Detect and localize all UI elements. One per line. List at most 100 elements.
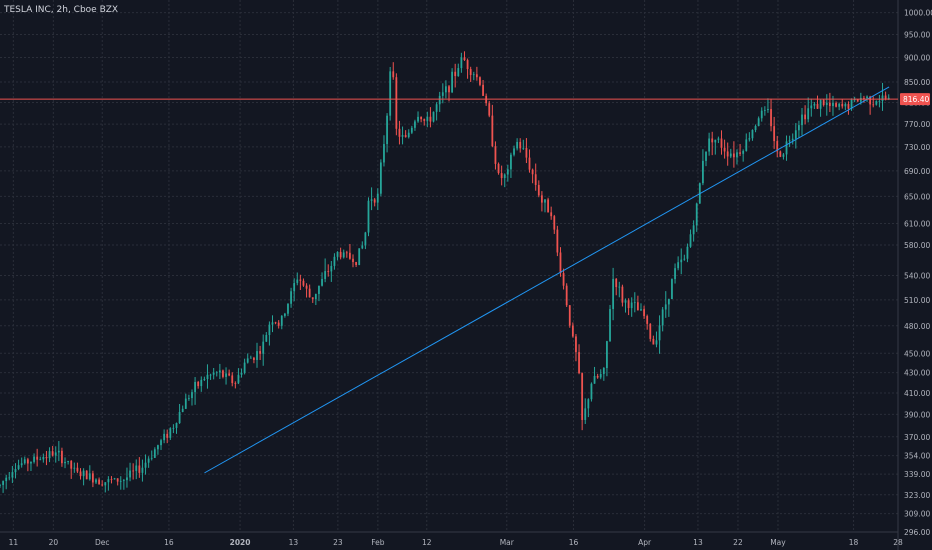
candle-down (85, 470, 88, 480)
candle-up (736, 152, 738, 158)
candle-up (763, 110, 766, 111)
candle-down (463, 57, 466, 61)
candle-up (794, 130, 797, 139)
y-tick-label: 950.00 (904, 30, 930, 39)
candle-up (451, 71, 453, 93)
candle-up (445, 86, 447, 93)
candle-up (336, 251, 339, 257)
candle-down (565, 285, 568, 306)
candle-up (370, 199, 373, 201)
candle-down (723, 147, 726, 152)
candle-up (630, 302, 633, 309)
y-tick-label: 296.00 (904, 528, 930, 537)
candle-up (181, 408, 184, 412)
candle-up (593, 375, 596, 384)
candle-up (435, 104, 438, 112)
candle-up (184, 398, 187, 409)
candle-up (324, 271, 327, 279)
candle-up (832, 103, 834, 107)
candle-up (82, 470, 85, 477)
candle-down (804, 114, 807, 120)
candle-up (246, 358, 249, 363)
candle-down (420, 116, 423, 120)
candle-up (689, 234, 692, 247)
candle-down (596, 375, 599, 378)
candle-down (646, 316, 649, 324)
candle-down (339, 251, 342, 258)
candle-down (720, 138, 723, 148)
candle-up (875, 101, 878, 105)
candle-up (293, 282, 296, 292)
x-tick-label: 16 (164, 538, 174, 547)
candle-up (680, 259, 683, 263)
x-tick-label: Mar (500, 538, 515, 547)
candle-down (429, 116, 432, 122)
candle-down (732, 153, 735, 158)
y-tick-label: 339.00 (904, 470, 930, 479)
candle-up (153, 449, 156, 458)
y-tick-label: 510.00 (904, 296, 930, 305)
candle-up (692, 225, 695, 235)
y-tick-label: 410.00 (904, 389, 930, 398)
candle-up (296, 279, 299, 283)
candle-up (169, 428, 172, 438)
candle-up (187, 398, 190, 399)
candle-up (683, 258, 686, 260)
candle-up (782, 154, 785, 157)
candle-down (392, 71, 395, 78)
candle-up (240, 372, 243, 375)
x-tick-label: 20 (49, 538, 59, 547)
candle-down (305, 285, 308, 289)
candle-down (869, 96, 872, 105)
candle-down (26, 459, 29, 464)
y-tick-label: 850.00 (904, 78, 930, 87)
candle-up (788, 140, 791, 142)
x-tick-label: Dec (95, 538, 110, 547)
candle-up (42, 456, 45, 460)
y-tick-label: 650.00 (904, 192, 930, 201)
candle-up (160, 440, 162, 446)
candle-up (686, 246, 689, 259)
candle-up (386, 115, 388, 145)
candle-down (497, 163, 500, 174)
candle-up (376, 193, 379, 203)
candle-down (500, 173, 503, 179)
candle-down (327, 271, 330, 272)
candle-up (866, 96, 868, 99)
candle-down (222, 370, 224, 377)
candle-down (308, 288, 311, 298)
candle-up (57, 450, 60, 453)
candle-up (107, 479, 110, 483)
candle-up (667, 299, 670, 305)
candle-down (349, 252, 351, 259)
candle-up (544, 199, 546, 203)
candle-up (414, 121, 416, 128)
candle-down (779, 151, 782, 157)
candle-up (748, 138, 751, 140)
candle-up (838, 103, 841, 107)
candle-up (280, 315, 283, 326)
candle-down (856, 99, 859, 102)
candle-up (67, 460, 70, 462)
candle-down (531, 169, 534, 175)
y-tick-label: 540.00 (904, 272, 930, 281)
candle-up (163, 433, 166, 441)
candle-up (203, 379, 206, 380)
candle-up (135, 465, 138, 471)
candle-up (745, 139, 748, 151)
candle-down (197, 381, 200, 387)
candle-down (45, 456, 48, 459)
candle-down (302, 280, 305, 286)
candle-down (494, 146, 497, 164)
candle-up (441, 92, 444, 96)
candle-up (367, 200, 370, 233)
x-tick-label: 23 (333, 538, 343, 547)
candle-down (355, 262, 358, 265)
candle-up (618, 286, 621, 288)
candle-down (556, 229, 559, 253)
candle-down (253, 357, 255, 360)
y-tick-label: 354.00 (904, 452, 930, 461)
candle-up (658, 325, 661, 341)
candle-down (652, 338, 655, 345)
